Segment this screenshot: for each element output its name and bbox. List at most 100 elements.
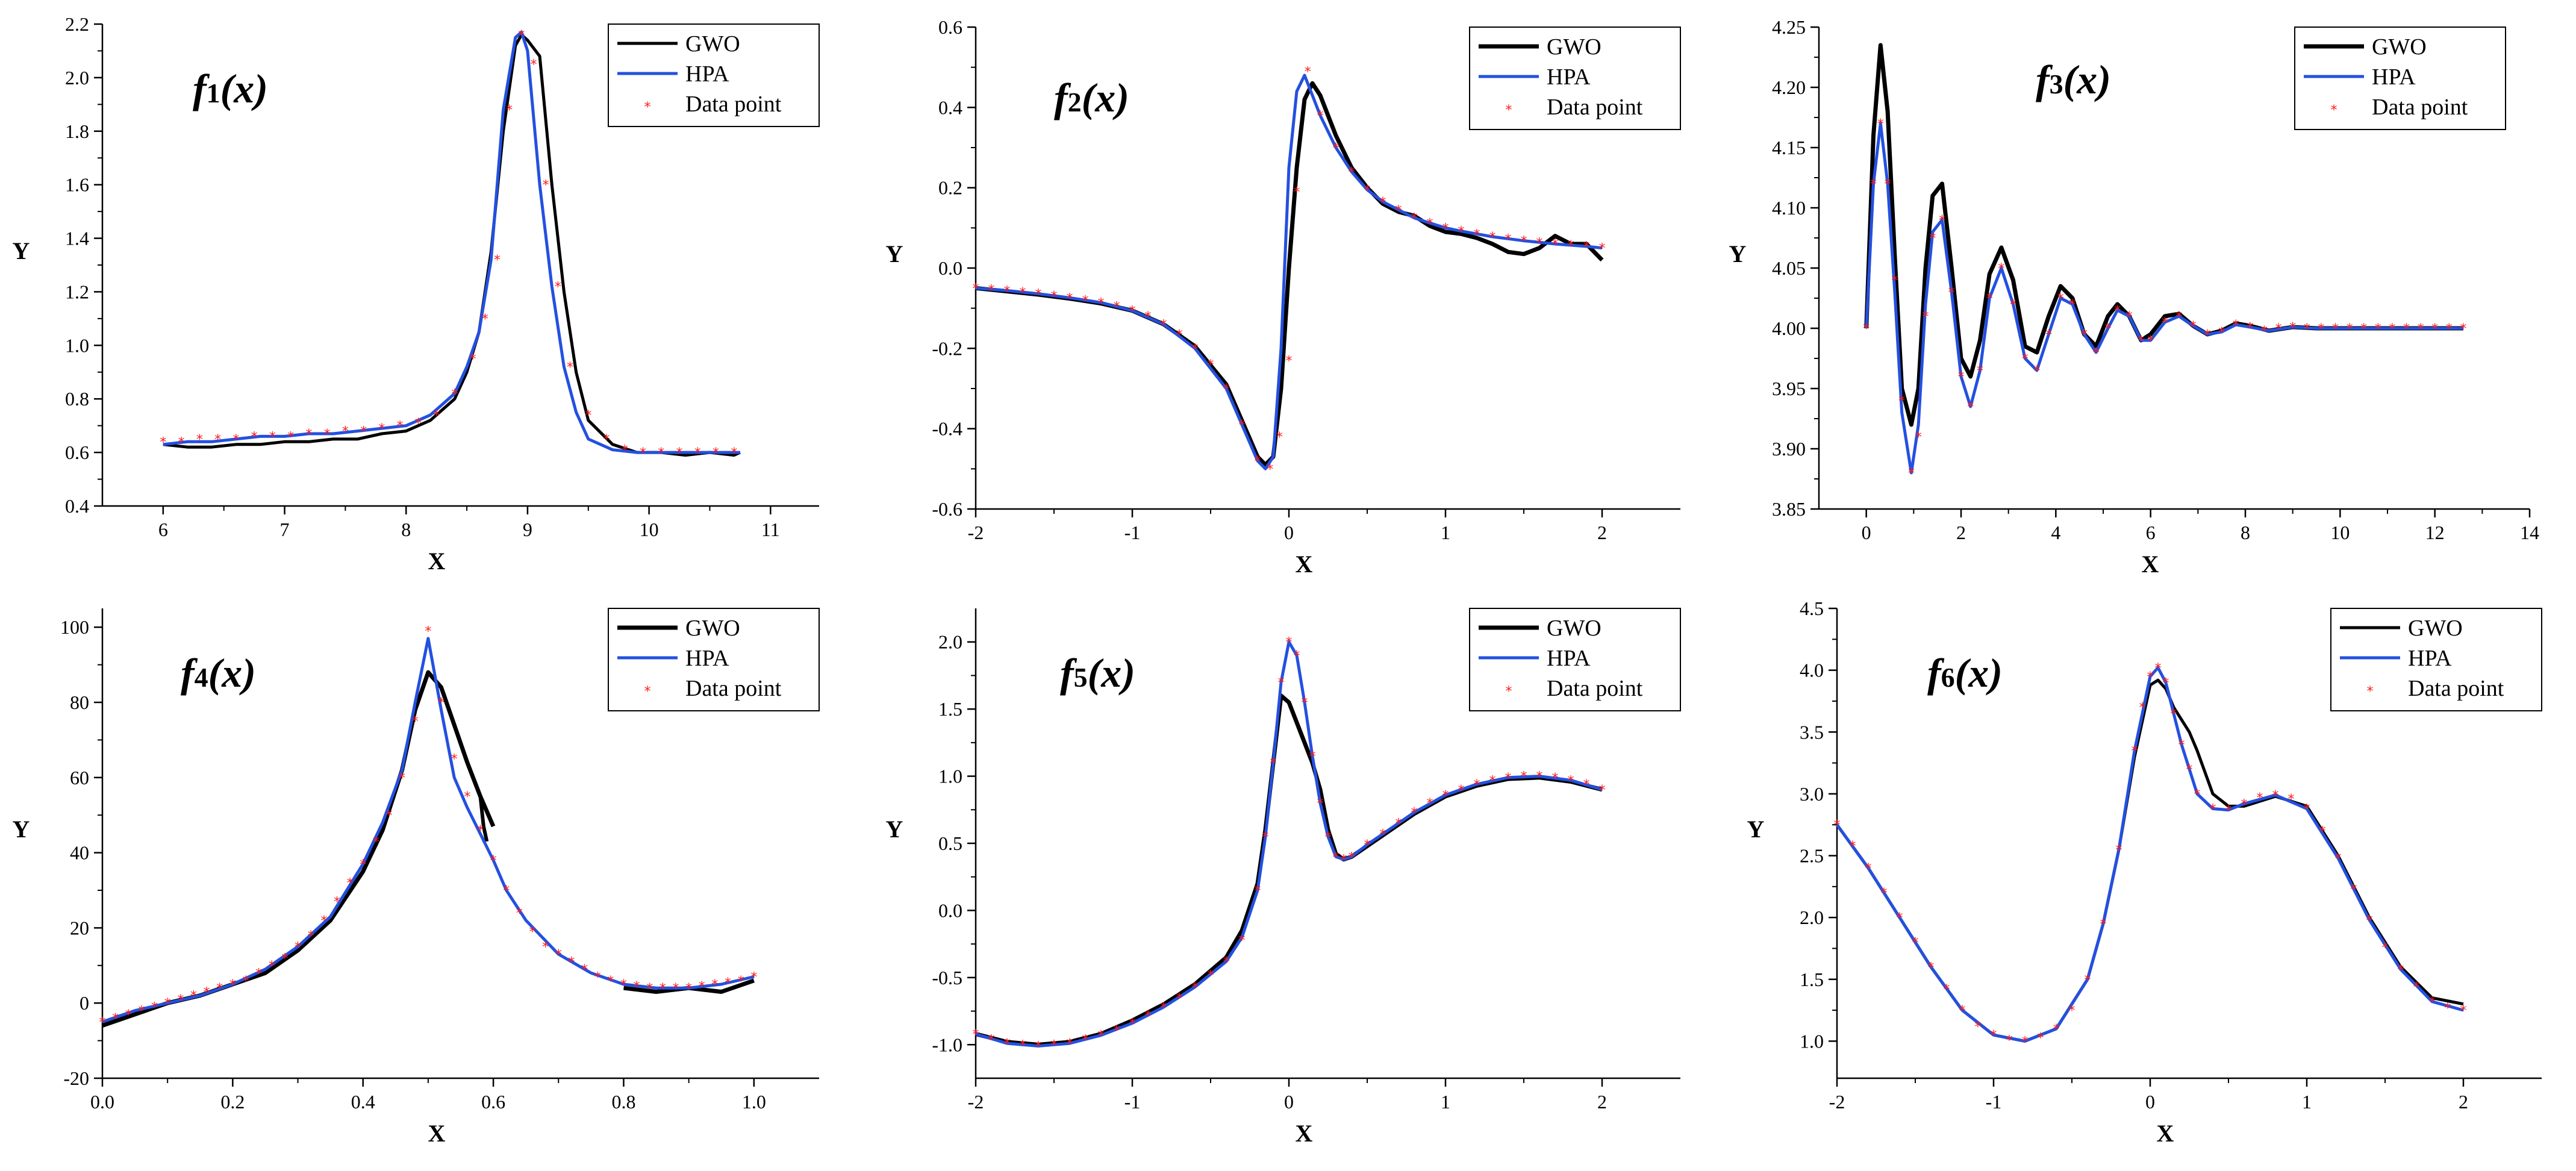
data-point-marker: * xyxy=(287,429,294,445)
data-point-marker: * xyxy=(216,981,223,996)
data-point-marker: * xyxy=(1341,853,1347,868)
data-point-marker: * xyxy=(2389,322,2395,337)
panel-label: f6(x) xyxy=(1927,650,2003,696)
data-point-marker: * xyxy=(543,178,549,193)
data-point-marker: * xyxy=(373,835,379,850)
data-point-marker: * xyxy=(607,974,614,989)
data-point-marker: * xyxy=(1267,462,1273,477)
y-tick-label: 1.2 xyxy=(65,281,89,302)
data-point-marker: * xyxy=(1309,749,1316,764)
data-point-marker: * xyxy=(1505,232,1512,247)
data-point-marker: * xyxy=(2272,788,2279,804)
y-tick-label: -0.6 xyxy=(932,498,962,520)
data-point-marker: * xyxy=(1489,230,1496,245)
data-point-marker: * xyxy=(399,771,405,786)
data-point-marker: * xyxy=(2045,328,2052,343)
y-tick-label: 3.95 xyxy=(1772,378,1806,399)
data-point-marker: * xyxy=(1474,778,1480,793)
gwo-series-line xyxy=(1835,678,2464,1043)
data-point-marker: * xyxy=(2104,322,2111,337)
legend-gwo-label: GWO xyxy=(685,616,740,641)
chart-panel-f1: 6 7 8 9 10 11 0.4 0.6 0.8 1.0 1.2 1.4 1.6 1.8 2.0 2.2 X Y… xyxy=(13,13,820,575)
panel-label: f5(x) xyxy=(1060,650,1135,696)
x-tick-label: 4 xyxy=(2051,522,2060,543)
data-point-marker: * xyxy=(1411,806,1418,821)
data-point-marker: * xyxy=(2033,364,2040,379)
data-point-marker: * xyxy=(542,940,549,955)
y-tick-label: -0.4 xyxy=(932,418,962,440)
legend: GWO HPA * Data point xyxy=(608,23,820,127)
data-point-marker: * xyxy=(1380,827,1386,842)
legend-data-point-marker: * xyxy=(2331,103,2337,118)
y-tick-label: 4.05 xyxy=(1772,257,1806,279)
data-point-marker: * xyxy=(320,914,327,929)
legend-data-point-marker: * xyxy=(2367,684,2374,699)
data-point-marker: * xyxy=(1082,293,1089,308)
x-tick-label: 0 xyxy=(1284,522,1294,543)
y-tick-label: -0.5 xyxy=(932,967,962,988)
data-point-marker: * xyxy=(1004,1037,1011,1052)
legend-gwo-label: GWO xyxy=(1547,616,1601,641)
y-tick-label: 4.20 xyxy=(1772,77,1806,98)
data-point-marker: * xyxy=(685,981,692,996)
data-point-marker: * xyxy=(1948,286,1955,301)
data-point-marker: * xyxy=(1998,261,2004,276)
y-tick-label: 1.6 xyxy=(65,174,89,196)
data-point-marker: * xyxy=(2431,322,2438,337)
data-point-marker: * xyxy=(2126,310,2133,325)
x-axis-label: X xyxy=(1296,1120,1313,1147)
data-point-marker: * xyxy=(555,948,562,963)
x-tick-label: -1 xyxy=(1986,1091,2002,1113)
y-tick-label: 1.0 xyxy=(65,334,89,356)
legend-data-point-label: Data point xyxy=(685,92,782,117)
legend-data-point-marker: * xyxy=(644,100,651,115)
legend-hpa-label: HPA xyxy=(1547,64,1591,90)
y-tick-label: 1.0 xyxy=(938,766,962,787)
data-point-marker: * xyxy=(1020,286,1026,301)
x-tick-label: -1 xyxy=(1124,1091,1141,1113)
data-point-marker: * xyxy=(2171,707,2177,722)
gwo-series-line xyxy=(975,81,1604,467)
data-point-marker: * xyxy=(397,419,404,434)
data-point-marker: * xyxy=(1333,141,1339,156)
x-tick-label: -1 xyxy=(1124,522,1141,543)
data-point-marker: * xyxy=(1834,818,1841,833)
legend-hpa-label: HPA xyxy=(2372,64,2416,90)
data-point-marker: * xyxy=(1599,242,1606,257)
x-tick-label: 8 xyxy=(2241,522,2250,543)
y-tick-label: 1.4 xyxy=(65,228,89,249)
data-point-marker: * xyxy=(2289,320,2296,336)
data-point-marker: * xyxy=(2081,328,2088,343)
panel-label-sub: 2 xyxy=(1068,87,1082,117)
data-point-marker: * xyxy=(269,429,276,445)
data-point-marker: * xyxy=(2332,322,2339,337)
data-point-marker: * xyxy=(490,854,497,869)
data-point-marker: * xyxy=(725,976,731,991)
y-axis-label: Y xyxy=(886,816,903,843)
data-point-marker: * xyxy=(2010,298,2016,313)
panel-label-arg: (x) xyxy=(2063,57,2111,102)
data-point-marker: * xyxy=(1967,400,1974,415)
y-tick-label: 0.4 xyxy=(938,96,962,118)
gwo-series-line xyxy=(975,693,1603,1047)
x-tick-label: 0 xyxy=(1862,522,1871,543)
data-point-marker: * xyxy=(2413,980,2420,995)
data-point-marker: * xyxy=(2147,334,2154,349)
x-tick-label: -2 xyxy=(968,1091,984,1113)
data-point-marker: * xyxy=(308,929,314,944)
data-point-marker: * xyxy=(1208,968,1214,983)
data-point-marker: * xyxy=(2022,1034,2029,1049)
data-point-marker: * xyxy=(568,955,575,970)
y-tick-label: 2.0 xyxy=(65,67,89,89)
data-point-marker: * xyxy=(2304,802,2310,817)
panel-label-arg: (x) xyxy=(1955,650,2003,696)
y-tick-label: -1.0 xyxy=(932,1034,962,1055)
data-point-marker: * xyxy=(1552,771,1559,786)
x-tick-label: 0.0 xyxy=(90,1091,114,1113)
data-point-marker: * xyxy=(2360,322,2367,337)
data-point-marker: * xyxy=(269,959,275,974)
data-point-marker: * xyxy=(477,823,484,838)
data-point-marker: * xyxy=(232,432,239,448)
data-point-marker: * xyxy=(1939,213,1945,228)
legend-data-point-marker: * xyxy=(1506,103,1512,118)
